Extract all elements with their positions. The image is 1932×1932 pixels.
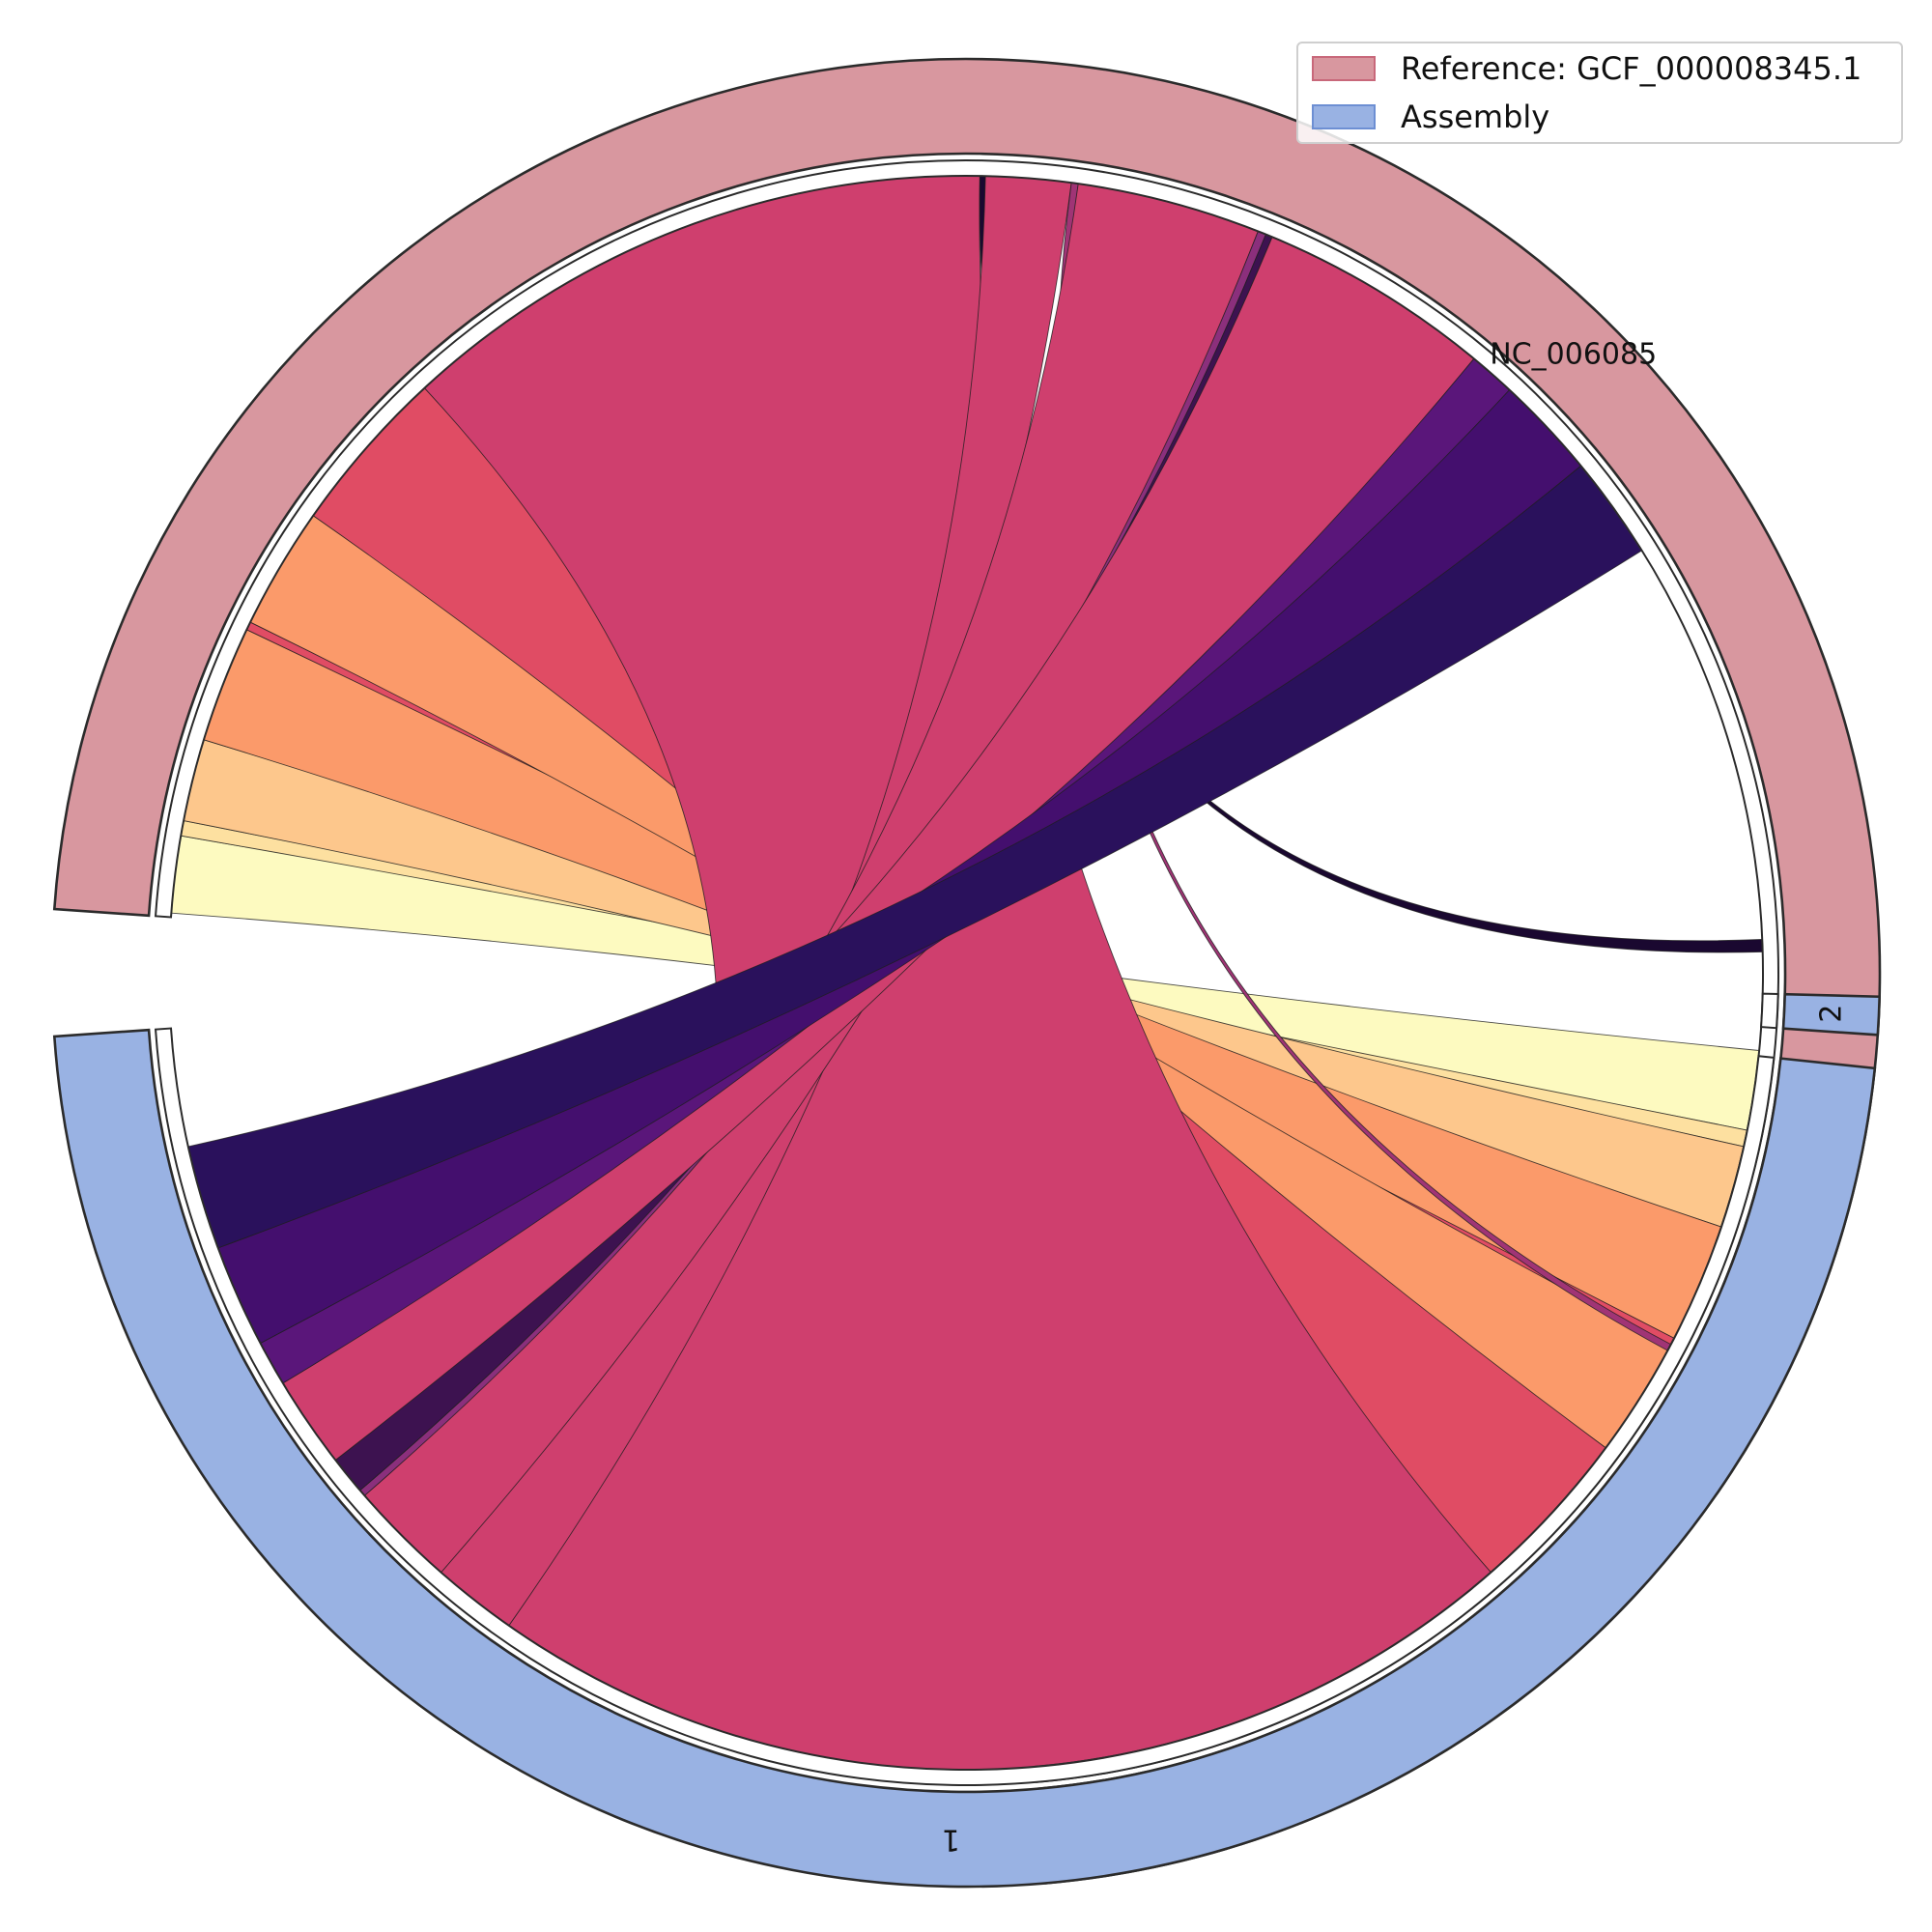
legend-label-reference: Reference: GCF_000008345.1 (1401, 50, 1862, 87)
legend: Reference: GCF_000008345.1 Assembly (1296, 42, 1903, 144)
segment-label-2: 2 (1815, 1005, 1849, 1023)
segment-1-track (154, 1027, 1776, 1786)
chord-ribbons (170, 175, 1764, 1771)
legend-label-assembly: Assembly (1401, 99, 1550, 135)
segment-label-1: 1 (942, 1822, 960, 1856)
chord-segments (52, 57, 1882, 1889)
legend-swatch-reference (1312, 56, 1376, 81)
segment-2-track (1760, 992, 1779, 1030)
legend-swatch-assembly (1312, 104, 1376, 129)
legend-item-reference: Reference: GCF_000008345.1 (1312, 49, 1861, 88)
segment-label-NC_006085: NC_006085 (1490, 338, 1657, 372)
segment-2-ring (1781, 992, 1882, 1037)
chord-segment-labels: NC_006085 2 1 (942, 338, 1849, 1857)
segment-1-ring (52, 1028, 1877, 1889)
legend-item-assembly: Assembly (1312, 98, 1549, 136)
